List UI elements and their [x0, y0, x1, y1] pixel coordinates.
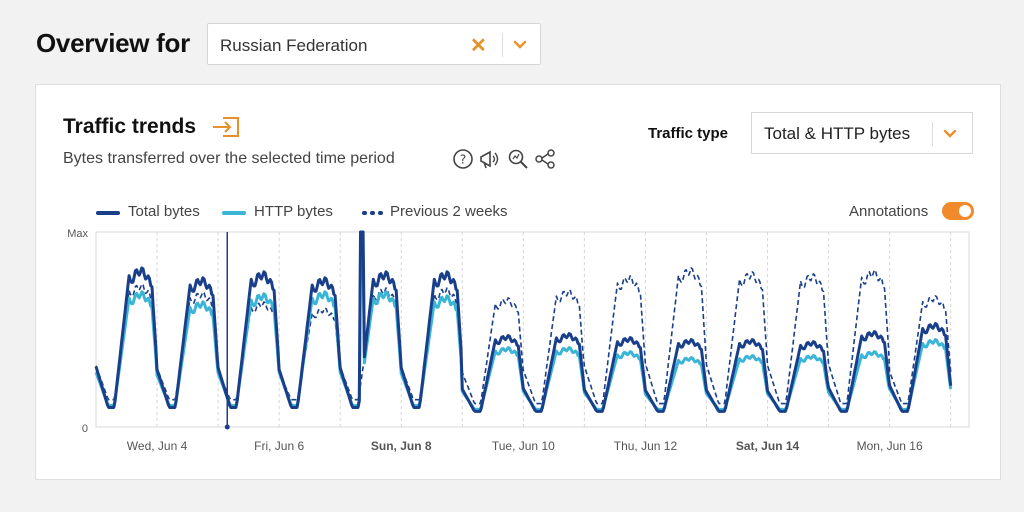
traffic-chart[interactable]: Max 0 Wed, Jun 4 Fri, Jun 6 Sun, Jun 8 Tue, J… [36, 85, 1000, 479]
help-icon[interactable]: ? [452, 148, 474, 175]
select-divider [502, 33, 503, 57]
select-divider [932, 122, 933, 146]
x-tick-label: Wed, Jun 4 [127, 439, 188, 453]
toggle-knob [959, 205, 971, 217]
zoom-icon[interactable] [507, 148, 529, 175]
traffic-trends-card: Traffic trends Bytes transferred over th… [35, 84, 1001, 480]
annotations-toggle[interactable] [942, 202, 974, 220]
x-tick-label: Fri, Jun 6 [254, 439, 304, 453]
chevron-down-icon[interactable] [942, 126, 958, 147]
x-tick-label: Sat, Jun 14 [736, 439, 800, 453]
series-line-previous-2-weeks[interactable] [95, 267, 952, 405]
location-select-value: Russian Federation [220, 36, 368, 55]
x-tick-label: Tue, Jun 10 [492, 439, 555, 453]
x-tick-label: Mon, Jun 16 [857, 439, 923, 453]
y-tick-label: Max [67, 228, 88, 240]
broadcast-icon[interactable] [478, 148, 502, 175]
traffic-type-select[interactable]: Total & HTTP bytes [751, 112, 973, 154]
x-tick-label: Sun, Jun 8 [371, 439, 432, 453]
traffic-type-value: Total & HTTP bytes [764, 124, 911, 143]
annotations-label: Annotations [849, 203, 929, 220]
y-tick-label: 0 [82, 423, 88, 435]
svg-text:?: ? [460, 153, 466, 167]
time-marker-dot [224, 424, 230, 430]
clear-icon[interactable]: ✕ [470, 35, 487, 57]
traffic-type-label: Traffic type [648, 125, 729, 142]
card-subtitle: Bytes transferred over the selected time… [63, 150, 395, 167]
page-title: Overview for [36, 28, 190, 58]
location-select[interactable]: Russian Federation ✕ [207, 23, 541, 65]
series-line-total-bytes[interactable] [94, 230, 953, 413]
share-icon[interactable] [534, 148, 556, 175]
x-tick-label: Thu, Jun 12 [614, 439, 678, 453]
card-title: Traffic trends [63, 115, 197, 138]
external-panel-icon[interactable] [211, 116, 241, 143]
plot-frame [95, 231, 970, 428]
chevron-down-icon[interactable] [512, 37, 528, 58]
